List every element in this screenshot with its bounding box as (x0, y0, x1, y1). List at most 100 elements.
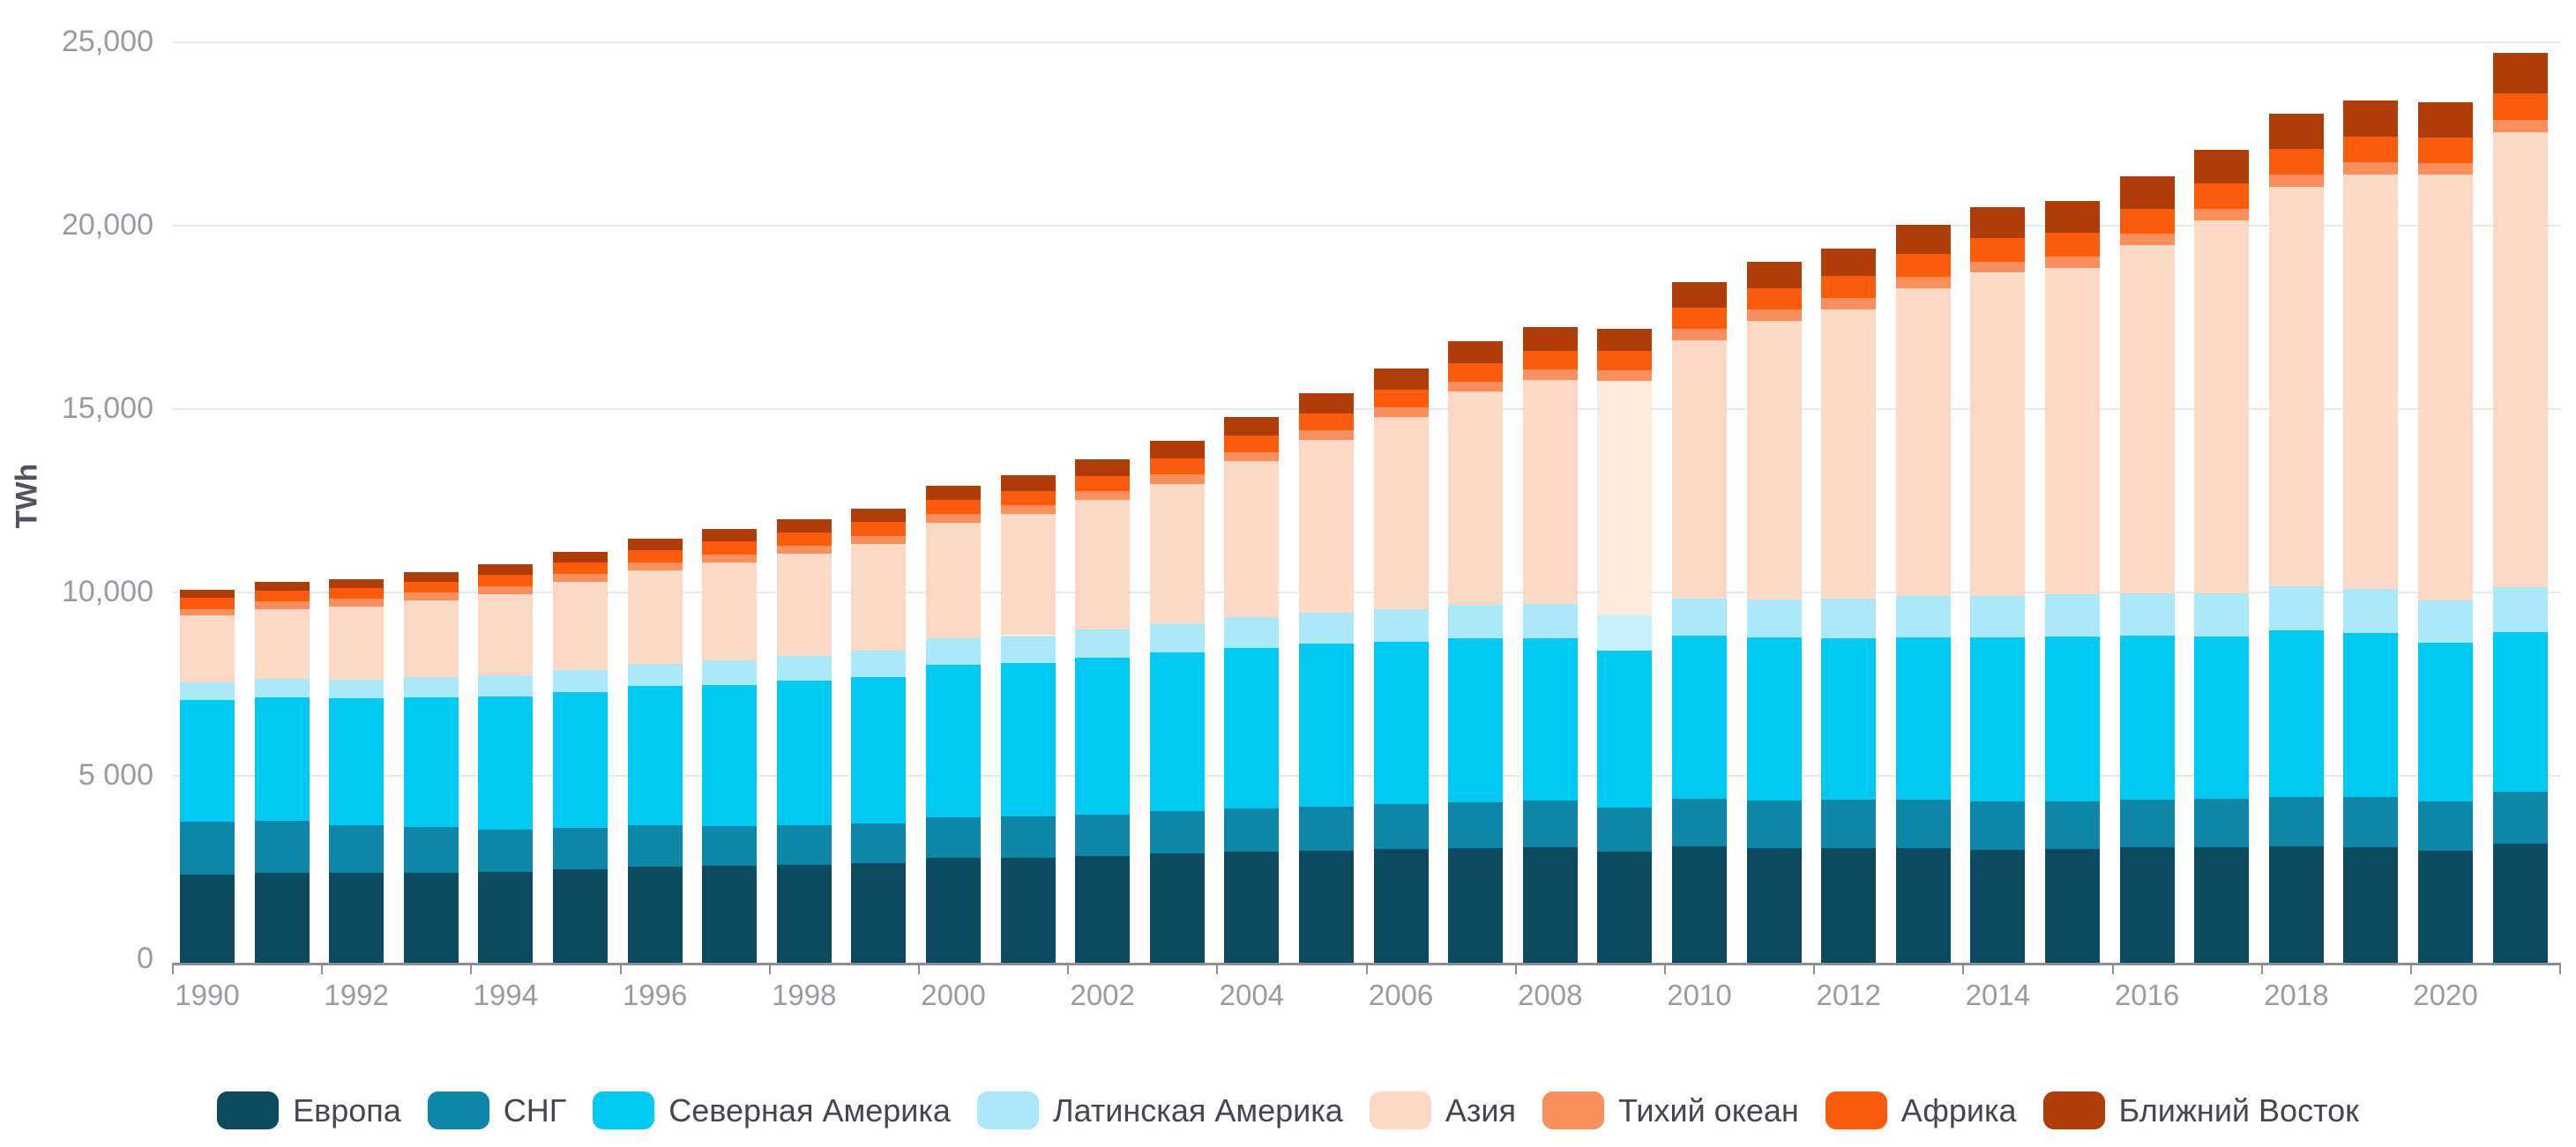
segment-Тихий океан-2012[interactable] (1821, 297, 1877, 309)
segment-Африка-2002[interactable] (1075, 475, 1131, 491)
bar-2009[interactable] (1597, 0, 1653, 963)
bar-1998[interactable] (776, 0, 832, 963)
segment-Азия-1997[interactable] (702, 562, 758, 661)
segment-Азия-2017[interactable] (2194, 220, 2250, 593)
segment-Азия-1992[interactable] (329, 606, 385, 680)
segment-Европа-2015[interactable] (2045, 849, 2100, 963)
segment-СНГ-2001[interactable] (1000, 816, 1056, 858)
segment-Северная Америка-2012[interactable] (1821, 638, 1877, 801)
segment-Ближний Восток-1997[interactable] (702, 529, 758, 542)
segment-Латинская Америка-2015[interactable] (2045, 593, 2100, 637)
segment-Тихий океан-2008[interactable] (1522, 369, 1578, 380)
segment-Европа-2012[interactable] (1821, 847, 1877, 963)
segment-Азия-2007[interactable] (1448, 391, 1504, 605)
segment-Латинская Америка-2016[interactable] (2119, 593, 2175, 637)
segment-Латинская Америка-2003[interactable] (1149, 622, 1205, 653)
segment-Европа-2017[interactable] (2194, 846, 2250, 963)
segment-Тихий океан-1997[interactable] (702, 554, 758, 562)
segment-Африка-2010[interactable] (1672, 308, 1727, 329)
segment-Латинская Америка-2007[interactable] (1448, 604, 1504, 639)
segment-Европа-2009[interactable] (1597, 852, 1653, 963)
segment-Азия-1996[interactable] (627, 570, 683, 664)
segment-Азия-2009[interactable] (1597, 381, 1653, 616)
segment-Азия-2000[interactable] (926, 522, 981, 638)
segment-СНГ-1996[interactable] (627, 825, 683, 867)
segment-Азия-2016[interactable] (2119, 244, 2175, 594)
bar-2012[interactable] (1821, 0, 1877, 963)
bar-1994[interactable] (478, 0, 534, 963)
segment-Африка-2018[interactable] (2268, 148, 2324, 175)
segment-СНГ-1992[interactable] (329, 824, 385, 874)
segment-СНГ-2010[interactable] (1672, 799, 1727, 846)
segment-СНГ-2016[interactable] (2119, 800, 2175, 848)
segment-Латинская Америка-1990[interactable] (180, 682, 235, 701)
segment-Африка-1998[interactable] (776, 532, 832, 546)
segment-Азия-2004[interactable] (1224, 461, 1280, 618)
segment-Тихий океан-2007[interactable] (1448, 381, 1504, 392)
segment-Тихий океан-1996[interactable] (627, 562, 683, 570)
segment-Ближний Восток-2003[interactable] (1149, 441, 1205, 459)
segment-Ближний Восток-1990[interactable] (180, 590, 235, 599)
segment-Ближний Восток-2016[interactable] (2119, 175, 2175, 209)
segment-Европа-2002[interactable] (1075, 856, 1131, 963)
bar-2011[interactable] (1746, 0, 1802, 963)
segment-Азия-2005[interactable] (1299, 440, 1354, 613)
segment-СНГ-2008[interactable] (1522, 801, 1578, 847)
segment-Африка-2021[interactable] (2492, 93, 2548, 120)
segment-Европа-2010[interactable] (1672, 845, 1727, 963)
segment-СНГ-2011[interactable] (1746, 800, 1802, 848)
segment-Африка-2019[interactable] (2343, 136, 2399, 163)
segment-Африка-2013[interactable] (1895, 253, 1951, 277)
segment-Северная Америка-1990[interactable] (180, 700, 235, 822)
segment-Европа-1996[interactable] (627, 867, 683, 963)
segment-Тихий океан-2003[interactable] (1149, 474, 1205, 484)
segment-Ближний Восток-1996[interactable] (627, 538, 683, 550)
segment-Африка-2011[interactable] (1746, 287, 1802, 310)
segment-Тихий океан-2011[interactable] (1746, 309, 1802, 321)
bar-2015[interactable] (2045, 0, 2100, 963)
segment-Ближний Восток-2004[interactable] (1224, 416, 1280, 436)
segment-Северная Америка-2014[interactable] (1970, 637, 2026, 802)
segment-СНГ-2004[interactable] (1224, 808, 1280, 852)
segment-Африка-1997[interactable] (702, 541, 758, 555)
segment-Тихий океан-1999[interactable] (851, 535, 907, 545)
segment-Европа-1990[interactable] (180, 875, 235, 963)
segment-Ближний Восток-2000[interactable] (926, 485, 981, 500)
segment-Тихий океан-2004[interactable] (1224, 451, 1280, 462)
segment-Европа-2021[interactable] (2492, 844, 2548, 963)
segment-Латинская Америка-2006[interactable] (1373, 609, 1429, 643)
segment-Африка-1994[interactable] (478, 574, 534, 586)
segment-Ближний Восток-2005[interactable] (1299, 393, 1354, 414)
segment-Африка-2008[interactable] (1522, 350, 1578, 370)
bar-2021[interactable] (2492, 0, 2548, 963)
bar-2013[interactable] (1895, 0, 1951, 963)
bar-2018[interactable] (2268, 0, 2324, 963)
segment-Ближний Восток-1995[interactable] (553, 551, 608, 563)
legend-item-Азия[interactable]: Азия (1369, 1091, 1516, 1129)
segment-Северная Америка-1993[interactable] (403, 696, 459, 828)
segment-Ближний Восток-1993[interactable] (403, 571, 459, 582)
segment-СНГ-2019[interactable] (2343, 797, 2399, 847)
segment-Тихий океан-1998[interactable] (776, 545, 832, 555)
segment-Азия-1990[interactable] (180, 615, 235, 683)
segment-Тихий океан-2010[interactable] (1672, 328, 1727, 340)
segment-СНГ-1997[interactable] (702, 826, 758, 867)
segment-Тихий океан-2019[interactable] (2343, 162, 2399, 175)
segment-СНГ-2007[interactable] (1448, 802, 1504, 848)
segment-Африка-1991[interactable] (254, 591, 310, 602)
segment-Европа-2000[interactable] (926, 858, 981, 963)
segment-Азия-2010[interactable] (1672, 339, 1727, 599)
segment-Европа-2007[interactable] (1448, 847, 1504, 963)
segment-Тихий океан-2020[interactable] (2418, 162, 2473, 175)
segment-Африка-1995[interactable] (553, 562, 608, 575)
segment-Ближний Восток-1994[interactable] (478, 564, 534, 575)
segment-Африка-2014[interactable] (1970, 237, 2026, 262)
segment-Латинская Америка-1996[interactable] (627, 663, 683, 687)
segment-Латинская Америка-2021[interactable] (2492, 587, 2548, 633)
segment-Северная Америка-2001[interactable] (1000, 662, 1056, 816)
bar-1991[interactable] (254, 0, 310, 963)
segment-СНГ-2017[interactable] (2194, 798, 2250, 847)
segment-Африка-2001[interactable] (1000, 490, 1056, 506)
segment-Ближний Восток-2007[interactable] (1448, 340, 1504, 364)
segment-Африка-2015[interactable] (2045, 232, 2100, 257)
